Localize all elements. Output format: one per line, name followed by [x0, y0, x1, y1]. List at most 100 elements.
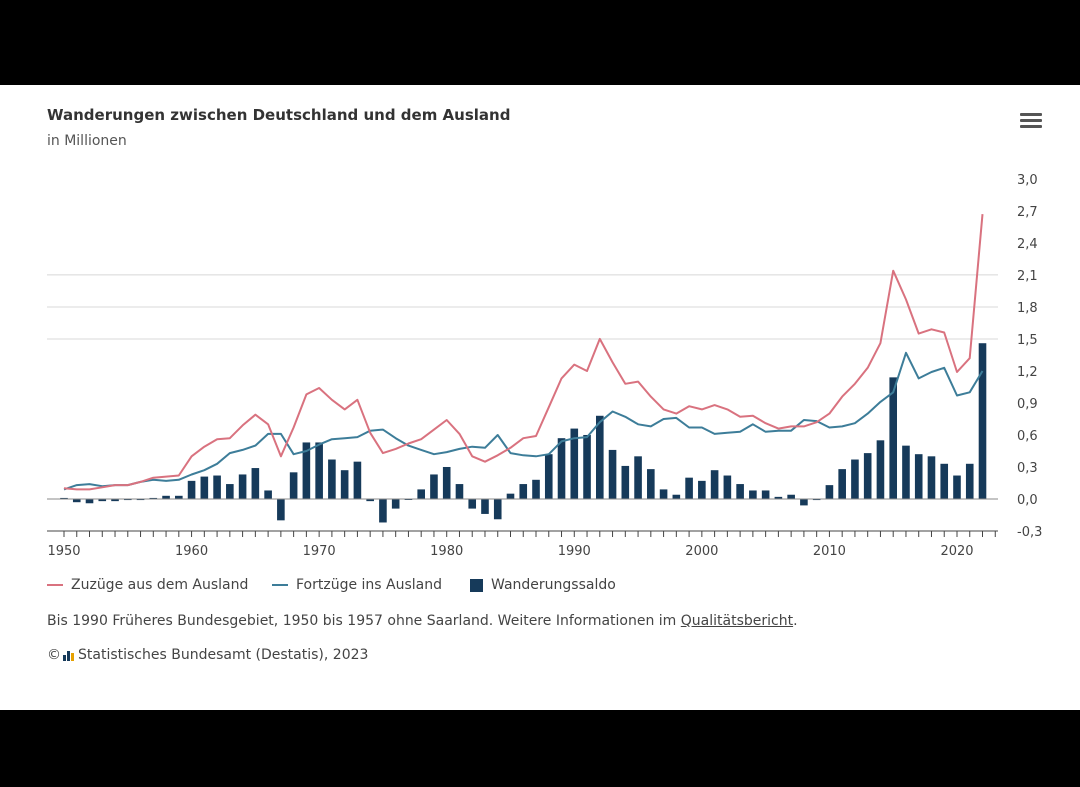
bar-saldo-1956 [136, 499, 145, 501]
bar-saldo-1987 [532, 479, 540, 499]
bar-saldo-1973 [353, 461, 362, 499]
chart: 3,0 2,7 2,4 2,1 1,8 1,5 1,2 0,9 0,6 0,3 0,0 -0,3 195… [47, 173, 1042, 559]
bar-saldo-1991 [583, 434, 591, 499]
bar-saldo-1992 [595, 415, 604, 499]
y-tick-label: 0,9 [1017, 397, 1038, 412]
bar-saldo-1979 [430, 474, 438, 499]
bar-saldo-1998 [672, 494, 681, 499]
bar-saldo-1999 [685, 477, 693, 499]
legend-label: Wanderungssaldo [491, 577, 616, 593]
legend-line-swatch [47, 584, 63, 586]
y-tick-label: -0,3 [1017, 525, 1042, 540]
bar-saldo-1986 [519, 484, 528, 499]
bar-saldo-1997 [659, 489, 668, 499]
bar-saldo-1969 [302, 442, 311, 499]
x-tick-label: 2020 [940, 544, 973, 559]
bar-saldo-2001 [710, 470, 719, 499]
footnote-text: Bis 1990 Früheres Bundesgebiet, 1950 bis… [47, 613, 681, 629]
bar-saldo-1990 [570, 428, 579, 499]
line-zuzuege [63, 214, 984, 491]
chart-card: 3,0 2,7 2,4 2,1 1,8 1,5 1,2 0,9 0,6 0,3 0,0 -0,3 195… [0, 85, 1080, 710]
bar-saldo-1994 [621, 465, 630, 499]
y-tick-label: 0,6 [1017, 429, 1038, 444]
bar-saldo-2020 [953, 475, 961, 499]
line-fortzuege [63, 351, 984, 491]
x-tick-label: 1990 [558, 544, 591, 559]
bar-saldo-1978 [417, 489, 425, 499]
bar-saldo-1968 [289, 472, 298, 499]
footnote-end: . [793, 613, 798, 629]
bar-saldo-2012 [851, 459, 859, 499]
footnote: Bis 1990 Früheres Bundesgebiet, 1950 bis… [47, 613, 798, 629]
bar-saldo-2008 [800, 499, 808, 506]
bar-saldo-1976 [391, 499, 400, 509]
bar-saldo-1959 [175, 495, 183, 499]
bar-saldo-1953 [98, 499, 107, 502]
bar-saldo-2019 [940, 463, 949, 499]
x-tick-label: 1950 [47, 544, 80, 559]
bar-saldo-1982 [468, 499, 477, 509]
x-tick-label: 2010 [813, 544, 846, 559]
bar-saldo-1950 [60, 497, 68, 499]
y-tick-label: 1,2 [1017, 365, 1038, 380]
bar-saldo-1954 [111, 499, 119, 502]
bar-saldo-1966 [264, 490, 272, 499]
y-tick-label: 0,3 [1017, 461, 1038, 476]
bar-saldo-1958 [162, 495, 170, 499]
bar-saldo-1995 [634, 456, 642, 499]
x-tick-label: 1970 [303, 544, 336, 559]
bar-saldo-1975 [379, 499, 387, 523]
bar-saldo-2018 [927, 456, 936, 499]
y-tick-label: 2,7 [1017, 205, 1038, 220]
source-text: Statistisches Bundesamt (Destatis), 2023 [78, 647, 369, 663]
source-line: © Statistisches Bundesamt (Destatis), 20… [47, 647, 368, 663]
bar-saldo-2002 [723, 475, 732, 499]
bar-saldo-1965 [251, 468, 260, 499]
chart-subtitle: in Millionen [47, 133, 127, 149]
y-tick-label: 0,0 [1017, 493, 1038, 508]
quality-report-link[interactable]: Qualitätsbericht [680, 613, 794, 629]
bar-saldo-1960 [187, 480, 196, 499]
bar-saldo-2000 [698, 480, 706, 499]
bar-saldo-2003 [736, 484, 744, 499]
legend-item-fortzuege[interactable]: Fortzüge ins Ausland [272, 577, 442, 593]
bar-saldo-1981 [455, 484, 464, 499]
bar-saldo-1984 [493, 499, 502, 520]
legend-item-saldo[interactable]: Wanderungssaldo [470, 577, 616, 593]
bar-saldo-1989 [557, 438, 566, 499]
bar-saldo-1963 [226, 484, 234, 499]
bar-saldo-2017 [914, 454, 923, 499]
y-tick-label: 2,1 [1017, 269, 1038, 284]
bar-saldo-2006 [774, 496, 783, 499]
bar-saldo-1952 [85, 499, 94, 504]
bar-saldo-2007 [787, 494, 795, 499]
bar-saldo-2010 [825, 485, 834, 499]
hamburger-menu-icon[interactable] [1020, 113, 1042, 131]
bar-saldo-1964 [238, 474, 247, 499]
legend-line-swatch [272, 584, 288, 586]
destatis-logo-icon [63, 649, 74, 661]
bar-saldo-1962 [213, 475, 221, 499]
bar-saldo-1996 [647, 469, 655, 499]
bar-saldo-2015 [889, 377, 898, 499]
x-tick-label: 2000 [685, 544, 718, 559]
bar-saldo-1955 [123, 499, 132, 501]
bar-saldo-1971 [328, 459, 336, 499]
bar-saldo-2005 [761, 490, 770, 499]
bar-saldo-1972 [340, 470, 349, 499]
bar-saldo-2011 [838, 469, 846, 499]
legend-label: Zuzüge aus dem Ausland [71, 577, 249, 593]
y-tick-label: 1,5 [1017, 333, 1038, 348]
bar-saldo-1983 [481, 499, 489, 514]
x-tick-label: 1960 [175, 544, 208, 559]
bar-saldo-2004 [749, 490, 757, 499]
legend-bar-swatch [470, 578, 483, 592]
y-tick-label: 2,4 [1017, 237, 1038, 252]
bar-saldo-1974 [366, 499, 374, 502]
bar-saldo-1951 [72, 499, 81, 503]
legend-item-zuzuege[interactable]: Zuzüge aus dem Ausland [47, 577, 248, 593]
bar-saldo-1993 [608, 449, 617, 499]
bar-saldo-1970 [315, 442, 323, 499]
y-tick-label: 3,0 [1017, 173, 1038, 188]
bar-saldo-2016 [902, 445, 910, 499]
